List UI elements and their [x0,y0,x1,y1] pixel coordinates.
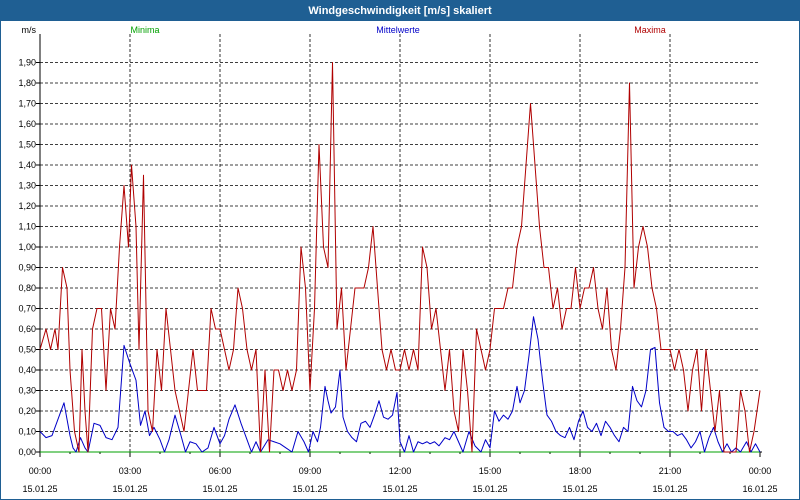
x-tick-date: 15.01.25 [382,484,417,494]
series-lines [39,62,761,453]
y-tick-label: 1,40 [18,160,36,170]
x-tick-time: 12:00 [389,466,412,476]
legend-maxima: Maxima [634,25,666,35]
y-tick-label: 0,20 [18,406,36,416]
y-tick-label: 0,80 [18,283,36,293]
y-tick-label: 1,30 [18,181,36,191]
y-tick-label: 1,50 [18,140,36,150]
x-tick-date: 15.01.25 [22,484,57,494]
series-line-maxima [39,62,761,453]
x-tick-time: 18:00 [569,466,592,476]
x-tick-date: 15.01.25 [652,484,687,494]
y-tick-label: 0,90 [18,263,36,273]
legend: Minima Mittelwerte Maxima [130,25,665,35]
y-tick-label: 0,30 [18,386,36,396]
y-tick-label: 1,70 [18,99,36,109]
x-tick-time: 00:00 [29,466,52,476]
y-tick-label: 1,60 [18,119,36,129]
window-title: Windgeschwindigkeit [m/s] skaliert [1,1,799,21]
y-tick-label: 1,80 [18,78,36,88]
x-tick-time: 00:00 [749,466,772,476]
y-tick-label: 0,60 [18,324,36,334]
y-tick-label: 1,00 [18,242,36,252]
y-tick-label: 0,50 [18,345,36,355]
axes: m/s 0,00 0,10 0,20 0,30 0,40 0,50 0,60 0,70 0,80 0… [18,25,777,494]
x-tick-time: 06:00 [209,466,232,476]
x-tick-date: 15.01.25 [562,484,597,494]
x-tick-time: 21:00 [659,466,682,476]
y-tick-label: 1,90 [18,58,36,68]
x-tick-time: 03:00 [119,466,142,476]
x-tick-date: 15.01.25 [202,484,237,494]
series-line-mittelwerte [39,316,761,453]
legend-mittelwerte: Mittelwerte [376,25,420,35]
x-tick-time: 15:00 [479,466,502,476]
y-tick-label: 0,00 [18,447,36,457]
legend-minima: Minima [130,25,159,35]
x-tick-time: 09:00 [299,466,322,476]
x-tick-date: 16.01.25 [742,484,777,494]
x-tick-date: 15.01.25 [292,484,327,494]
y-axis-label: m/s [22,25,37,35]
x-tick-date: 15.01.25 [472,484,507,494]
y-tick-label: 1,10 [18,222,36,232]
y-tick-label: 0,40 [18,365,36,375]
x-tick-date: 15.01.25 [112,484,147,494]
y-tick-label: 1,20 [18,201,36,211]
y-tick-label: 0,70 [18,304,36,314]
y-tick-label: 0,10 [18,427,36,437]
